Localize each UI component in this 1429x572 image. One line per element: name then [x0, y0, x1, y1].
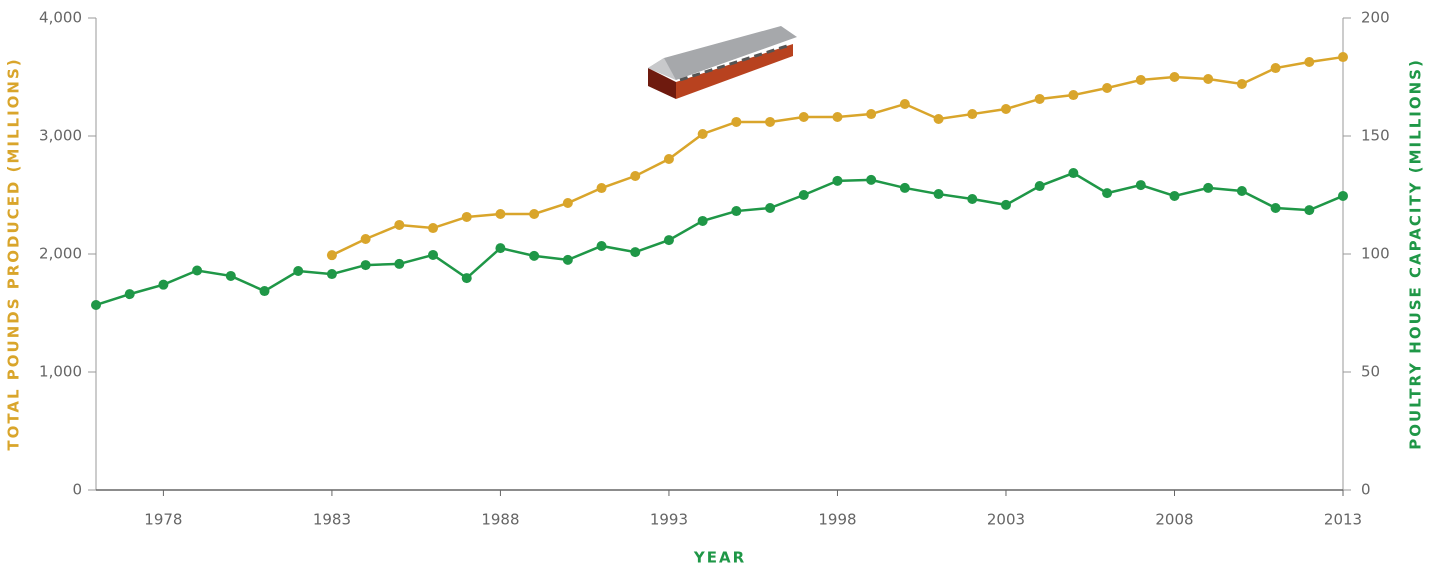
data-point — [1338, 190, 1348, 201]
x-tick-label: 1993 — [650, 511, 688, 529]
data-point — [663, 154, 674, 165]
data-point — [461, 211, 472, 222]
data-point — [1236, 185, 1247, 196]
data-point — [394, 219, 405, 230]
y-tick-label: 3,000 — [39, 127, 82, 145]
data-point — [596, 240, 607, 251]
x-tick-label: 1998 — [818, 511, 856, 529]
series-line — [95, 171, 1344, 307]
data-point — [562, 254, 573, 265]
data-point — [1338, 52, 1348, 63]
data-point — [495, 243, 506, 254]
data-point — [259, 286, 270, 297]
y-tick-label: 0 — [72, 481, 82, 499]
data-point — [1169, 72, 1180, 82]
data-point — [1270, 202, 1281, 213]
data-point — [1034, 93, 1045, 104]
data-point — [697, 128, 708, 139]
y2-tick-label: 200 — [1361, 9, 1390, 27]
x-tick-label: 1983 — [313, 511, 351, 529]
data-point — [933, 114, 944, 125]
data-point — [1203, 182, 1214, 193]
data-point — [394, 258, 405, 269]
x-tick-label: 2013 — [1324, 511, 1362, 529]
data-point — [192, 265, 203, 276]
y-axis-title: TOTAL POUNDS PRODUCED (MILLIONS) — [5, 57, 23, 450]
y-tick-label: 4,000 — [39, 9, 82, 27]
data-point — [798, 112, 809, 123]
data-point — [663, 235, 674, 246]
data-point — [1034, 181, 1045, 192]
data-point — [765, 202, 776, 213]
data-point — [1068, 168, 1079, 179]
data-point — [1236, 78, 1247, 89]
data-point — [630, 171, 641, 182]
y-tick-label: 2,000 — [39, 245, 82, 263]
data-point — [866, 174, 877, 185]
data-point — [866, 109, 877, 120]
y2-tick-label: 0 — [1361, 481, 1371, 499]
data-point — [731, 206, 742, 217]
y2-tick-label: 150 — [1361, 127, 1390, 145]
data-point — [562, 198, 573, 209]
data-point — [326, 250, 337, 261]
y-tick-label: 1,000 — [39, 363, 82, 381]
y2-tick-label: 100 — [1361, 245, 1390, 263]
data-point — [461, 273, 472, 284]
data-point — [1102, 82, 1113, 93]
data-point — [899, 182, 910, 193]
data-point — [1000, 199, 1011, 210]
data-point — [630, 247, 641, 258]
data-point — [428, 223, 439, 234]
data-point — [765, 116, 776, 127]
data-point — [158, 279, 169, 290]
data-point — [495, 208, 506, 219]
data-point — [967, 109, 978, 120]
series-line — [331, 55, 1344, 257]
y2-axis-title: POULTRY HOUSE CAPACITY (MILLIONS) — [1407, 58, 1425, 450]
data-point — [326, 269, 337, 280]
data-point — [124, 289, 135, 300]
data-point — [1068, 90, 1079, 101]
data-point — [428, 249, 439, 260]
data-point — [1304, 57, 1315, 68]
x-tick-label: 2008 — [1155, 511, 1193, 529]
data-point — [225, 270, 236, 281]
data-point — [1270, 63, 1281, 74]
data-point — [596, 183, 607, 194]
data-point — [1304, 205, 1315, 216]
data-point — [360, 234, 371, 245]
data-point — [1203, 74, 1214, 85]
barn-icon — [648, 26, 797, 99]
data-point — [1135, 74, 1146, 85]
data-point — [798, 190, 809, 200]
data-point — [293, 265, 304, 276]
data-point — [967, 194, 978, 205]
data-point — [933, 189, 944, 200]
x-tick-label: 2003 — [987, 511, 1025, 529]
x-tick-label: 1988 — [481, 511, 519, 529]
data-point — [1135, 180, 1146, 191]
data-point — [832, 175, 843, 186]
data-point — [1169, 190, 1180, 201]
data-point — [731, 116, 742, 127]
x-axis-title: YEAR — [693, 549, 746, 567]
data-point — [529, 250, 540, 261]
data-point — [697, 215, 708, 226]
data-point — [1102, 188, 1113, 199]
data-point — [529, 208, 540, 219]
data-point — [1000, 103, 1011, 114]
x-tick-label: 1978 — [144, 511, 182, 529]
data-point — [832, 112, 843, 123]
data-point — [360, 260, 371, 271]
data-point — [899, 99, 910, 110]
data-point — [91, 299, 101, 310]
y2-tick-label: 50 — [1361, 363, 1380, 381]
